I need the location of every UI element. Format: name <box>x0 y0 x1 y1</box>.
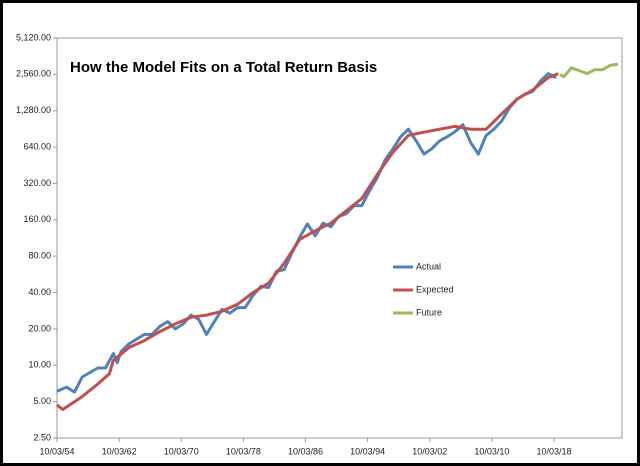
x-tick-label: 10/03/94 <box>350 446 385 456</box>
y-tick-label: 10.00 <box>28 360 51 370</box>
x-tick-label: 10/03/70 <box>164 446 199 456</box>
y-tick-label: 1,280.00 <box>16 105 51 115</box>
series-line <box>56 72 559 411</box>
x-tick-label: 10/03/10 <box>474 446 509 456</box>
y-tick-label: 2.50 <box>33 432 51 442</box>
y-tick-label: 5,120.00 <box>16 32 51 42</box>
x-tick-label: 10/03/02 <box>412 446 447 456</box>
y-tick-label: 80.00 <box>28 251 51 261</box>
x-tick-label: 10/03/18 <box>537 446 572 456</box>
legend-label: Actual <box>416 261 441 271</box>
chart-title: How the Model Fits on a Total Return Bas… <box>70 59 377 76</box>
series-line <box>559 62 619 79</box>
y-tick-label: 320.00 <box>23 178 51 188</box>
x-tick-label: 10/03/78 <box>226 446 261 456</box>
x-tick-label: 10/03/54 <box>39 446 74 456</box>
x-tick-label: 10/03/62 <box>102 446 137 456</box>
y-tick-label: 2,560.00 <box>16 69 51 79</box>
series-line <box>56 72 557 394</box>
y-tick-label: 40.00 <box>28 287 51 297</box>
y-tick-label: 5.00 <box>33 396 51 406</box>
plot-area <box>56 37 623 439</box>
y-tick-label: 20.00 <box>28 323 51 333</box>
legend-label: Future <box>416 307 442 317</box>
y-tick-label: 160.00 <box>23 214 51 224</box>
legend-label: Expected <box>416 284 454 294</box>
y-tick-label: 640.00 <box>23 141 51 151</box>
x-tick-label: 10/03/86 <box>288 446 323 456</box>
